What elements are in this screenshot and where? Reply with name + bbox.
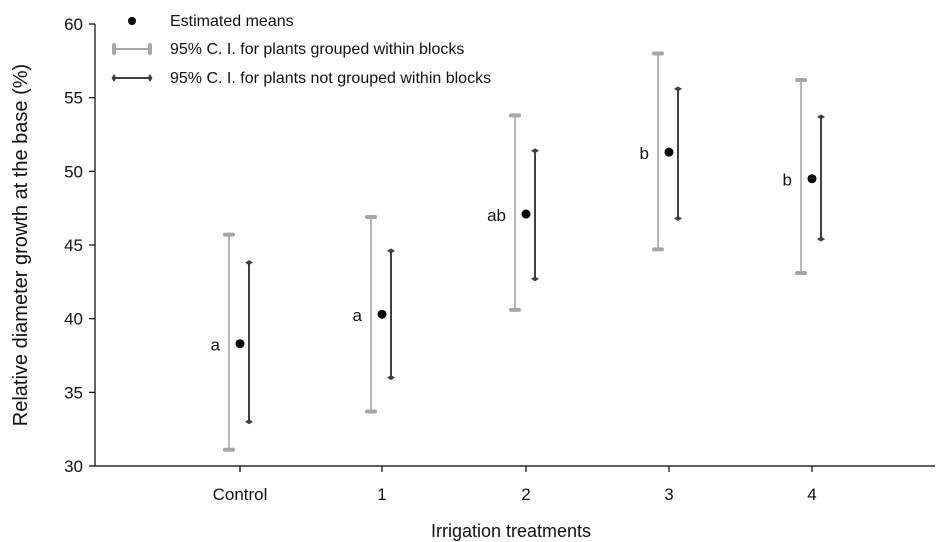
legend-cap-not-grouped-left [111,74,117,82]
ci-not-grouped-cap-lower [531,276,539,282]
means-layer [235,147,817,349]
legend: Estimated means 95% C. I. for plants grou… [111,13,491,87]
ci-not-grouped-cap-upper [531,148,539,154]
y-axis: 30 35 40 45 50 55 60 [64,15,96,476]
y-tick-label: 50 [64,162,83,181]
x-tick-label: 4 [807,485,816,504]
ci-not-grouped-cap-lower [245,419,253,425]
x-axis: Control 1 2 3 4 [95,465,935,504]
legend-label: 95% C. I. for plants not grouped within … [170,70,491,87]
x-tick-label: 1 [377,485,386,504]
significance-label: b [640,144,649,163]
y-tick-label: 45 [64,236,83,255]
ci-not-grouped-cap-upper [817,114,825,120]
x-tick-label: 3 [664,485,673,504]
mean-point [235,339,245,349]
ci-not-grouped-cap-lower [674,215,682,221]
significance-label: b [783,171,792,190]
significance-label: ab [487,206,506,225]
ci-not-grouped-cap-lower [817,236,825,242]
ci-grouped-layer [223,51,807,452]
mean-point [377,309,387,319]
ci-not-grouped-cap-upper [245,260,253,266]
ci-not-grouped-layer [245,86,825,425]
significance-label: a [211,336,221,355]
legend-cap-not-grouped-right [147,74,153,82]
mean-point [807,174,817,184]
mean-point [664,147,674,157]
legend-label: 95% C. I. for plants grouped within bloc… [170,41,464,58]
legend-label: Estimated means [170,13,294,30]
ci-not-grouped-cap-upper [387,248,395,254]
y-tick-label: 60 [64,15,83,34]
ci-not-grouped-cap-upper [674,86,682,92]
mean-point [521,209,531,219]
y-tick-label: 40 [64,310,83,329]
legend-marker-means [128,17,136,25]
y-tick-label: 35 [64,383,83,402]
y-tick-label: 55 [64,89,83,108]
y-tick-label: 30 [64,457,83,476]
x-tick-label: Control [213,485,268,504]
significance-label: a [353,306,363,325]
annotations-layer: a a ab b b [211,144,792,355]
y-axis-label: Relative diameter growth at the base (%) [10,64,32,426]
x-axis-label: Irrigation treatments [431,521,591,541]
x-tick-label: 2 [521,485,530,504]
ci-not-grouped-cap-lower [387,375,395,381]
